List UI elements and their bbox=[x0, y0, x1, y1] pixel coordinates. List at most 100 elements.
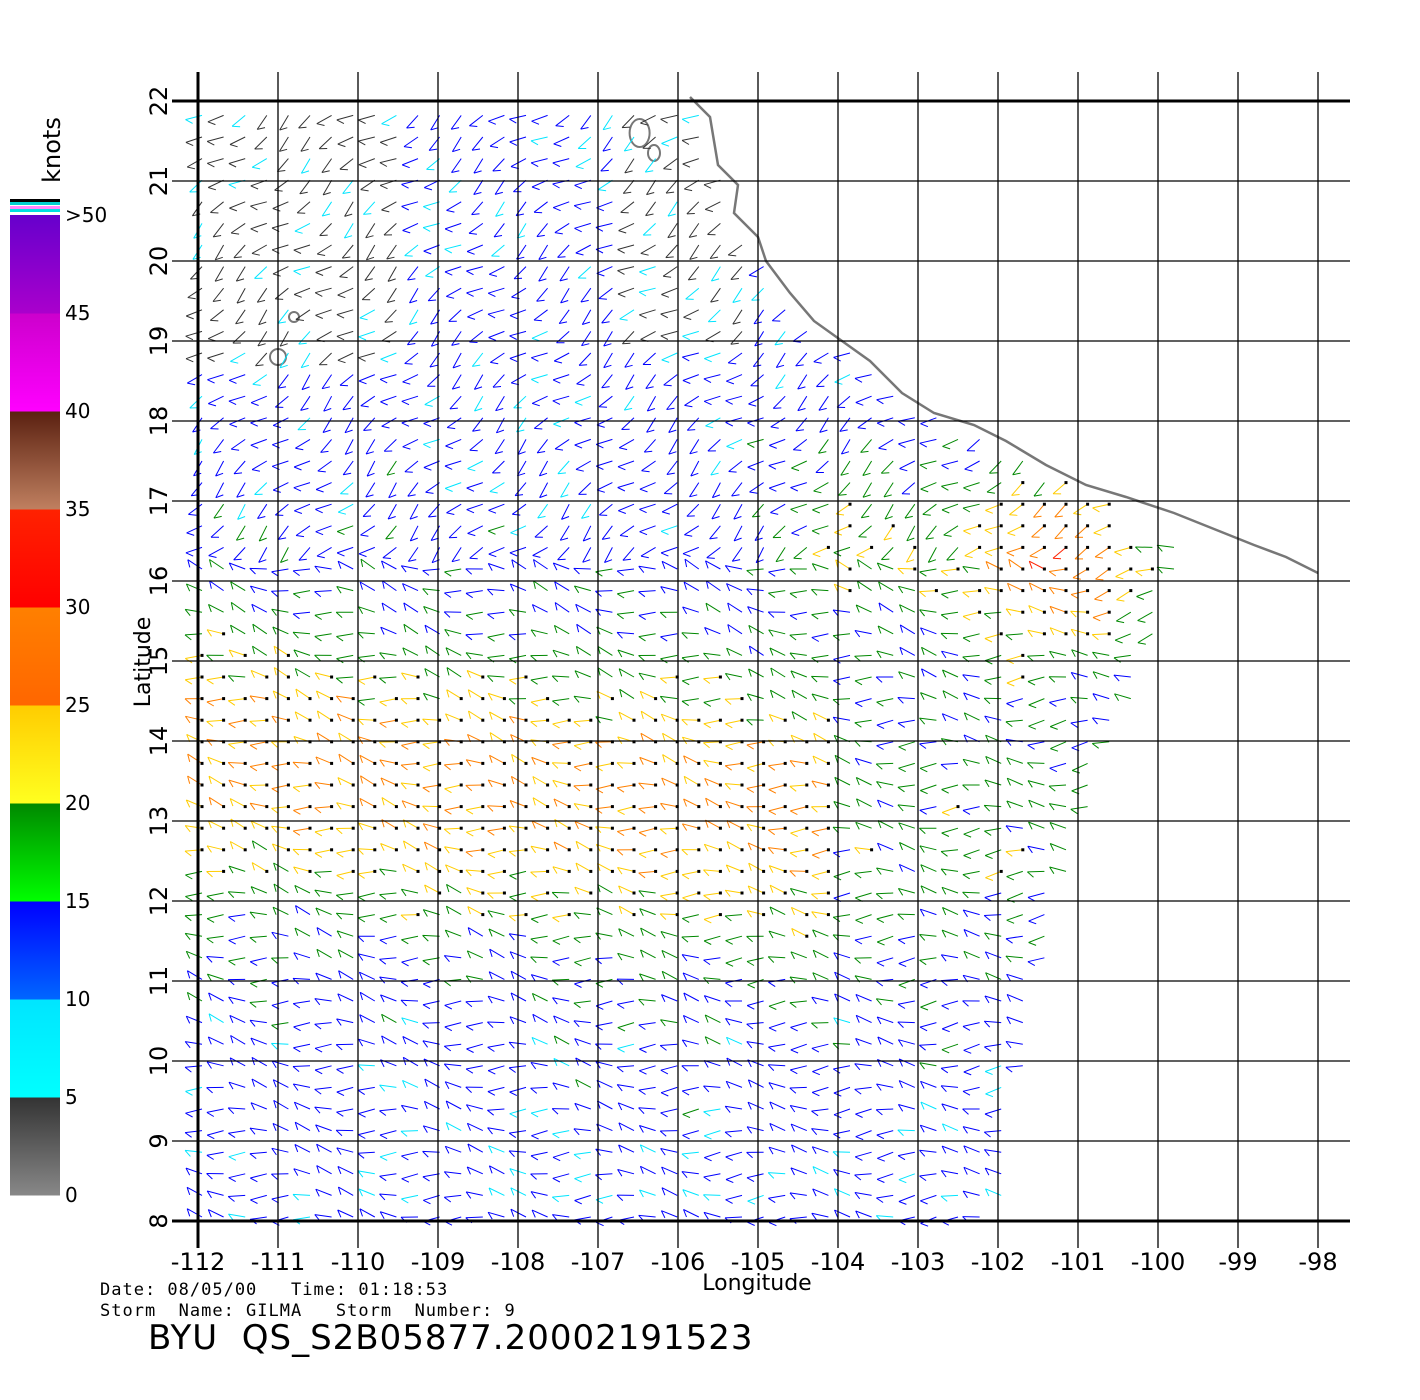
wind-barb bbox=[726, 438, 743, 447]
wind-barb bbox=[898, 1104, 915, 1110]
wind-barb-feather bbox=[487, 530, 496, 535]
wind-barb bbox=[985, 561, 1002, 570]
wind-barb bbox=[383, 439, 397, 452]
wind-barb bbox=[927, 547, 937, 563]
wind-barb bbox=[638, 870, 656, 874]
wind-barb-feather bbox=[292, 830, 301, 836]
wind-barb-feather bbox=[725, 1179, 734, 1184]
wind-barb bbox=[749, 645, 764, 656]
rain-flag bbox=[524, 740, 528, 744]
wind-barb-feather bbox=[487, 892, 494, 899]
wind-barb bbox=[1005, 719, 1023, 723]
wind-barb-feather bbox=[508, 933, 515, 941]
wind-barb bbox=[185, 352, 203, 360]
wind-barb-feather bbox=[963, 929, 968, 938]
wind-barb bbox=[834, 1209, 851, 1218]
wind-barb-feather bbox=[1005, 955, 1012, 963]
wind-barb bbox=[855, 1151, 872, 1158]
wind-barb-feather bbox=[336, 119, 345, 125]
wind-barb-feather bbox=[1137, 642, 1146, 645]
rain-flag bbox=[243, 848, 247, 852]
wind-barb-feather bbox=[795, 364, 804, 367]
wind-barb bbox=[880, 460, 894, 474]
wind-barb bbox=[314, 849, 332, 854]
wind-barb bbox=[208, 1036, 224, 1045]
wind-barb-feather bbox=[552, 961, 560, 966]
wind-barb-feather bbox=[250, 185, 259, 190]
wind-barb-feather bbox=[1049, 822, 1055, 830]
wind-barb bbox=[597, 179, 613, 191]
wind-barb bbox=[663, 482, 678, 494]
wind-barb-feather bbox=[703, 400, 712, 406]
wind-barb bbox=[207, 158, 224, 164]
wind-barb-feather bbox=[444, 271, 453, 276]
wind-barb bbox=[1006, 800, 1023, 808]
wind-barb bbox=[681, 632, 699, 635]
wind-barb bbox=[772, 525, 786, 538]
wind-barb-feather bbox=[314, 565, 321, 573]
wind-barb-feather bbox=[186, 315, 194, 320]
wind-barb-feather bbox=[595, 1199, 604, 1204]
wind-barb-feather bbox=[206, 1111, 215, 1117]
wind-barb bbox=[854, 374, 872, 379]
wind-barb bbox=[187, 775, 203, 786]
wind-barb-feather bbox=[619, 318, 628, 321]
wind-barb-feather bbox=[797, 386, 806, 390]
wind-barb-feather bbox=[208, 1013, 212, 1022]
wind-barb bbox=[1006, 654, 1023, 661]
wind-barb bbox=[878, 602, 894, 613]
rain-flag bbox=[308, 697, 312, 701]
wind-barb-feather bbox=[230, 602, 234, 611]
wind-barb bbox=[617, 649, 635, 656]
rain-flag bbox=[697, 761, 701, 765]
rain-flag bbox=[502, 697, 506, 701]
wind-barb-feather bbox=[342, 256, 351, 259]
wind-barb bbox=[940, 762, 959, 765]
wind-barb-feather bbox=[1048, 803, 1055, 811]
wind-barb bbox=[379, 652, 397, 656]
legend-stripe bbox=[10, 199, 60, 202]
wind-barb-feather bbox=[249, 568, 256, 575]
wind-barb bbox=[575, 158, 592, 168]
wind-barb-feather bbox=[292, 761, 299, 769]
wind-barb-feather bbox=[985, 877, 994, 881]
wind-barb-feather bbox=[876, 1178, 885, 1183]
rain-flag bbox=[632, 761, 636, 765]
wind-barb bbox=[942, 690, 959, 700]
wind-barb bbox=[530, 956, 548, 959]
wind-barb-feather bbox=[553, 625, 558, 634]
wind-barb bbox=[1005, 849, 1023, 853]
wind-barb bbox=[618, 1122, 635, 1132]
wind-barb-feather bbox=[338, 754, 342, 763]
wind-barb bbox=[1029, 582, 1045, 592]
wind-barb-feather bbox=[689, 451, 698, 455]
wind-barb bbox=[344, 417, 354, 433]
wind-barb bbox=[898, 585, 915, 592]
rain-flag bbox=[567, 913, 571, 917]
wind-barb bbox=[666, 460, 678, 475]
wind-barb-feather bbox=[229, 841, 234, 850]
wind-barb-feather bbox=[249, 1002, 257, 1008]
wind-barb-feather bbox=[358, 972, 363, 980]
wind-barb-feather bbox=[897, 722, 906, 728]
wind-barb-feather bbox=[877, 1157, 885, 1162]
wind-barb bbox=[209, 796, 224, 808]
wind-barb bbox=[920, 1124, 937, 1132]
wind-barb bbox=[774, 331, 786, 346]
wind-barb bbox=[898, 438, 915, 445]
wind-barb-feather bbox=[359, 1208, 363, 1217]
wind-barb bbox=[513, 179, 527, 193]
wind-barb-feather bbox=[595, 248, 604, 254]
wind-barb-feather bbox=[659, 696, 666, 703]
wind-barb-feather bbox=[747, 1101, 752, 1110]
wind-barb bbox=[854, 1192, 872, 1196]
wind-barb bbox=[573, 912, 591, 916]
wind-barb bbox=[753, 309, 765, 325]
wind-barb-feather bbox=[339, 168, 348, 171]
wind-barb bbox=[293, 244, 311, 251]
wind-barb-feather bbox=[228, 649, 234, 658]
wind-barb-feather bbox=[273, 862, 277, 871]
wind-barb bbox=[1071, 741, 1088, 749]
wind-barb bbox=[339, 158, 354, 170]
wind-barb-feather bbox=[233, 558, 242, 561]
